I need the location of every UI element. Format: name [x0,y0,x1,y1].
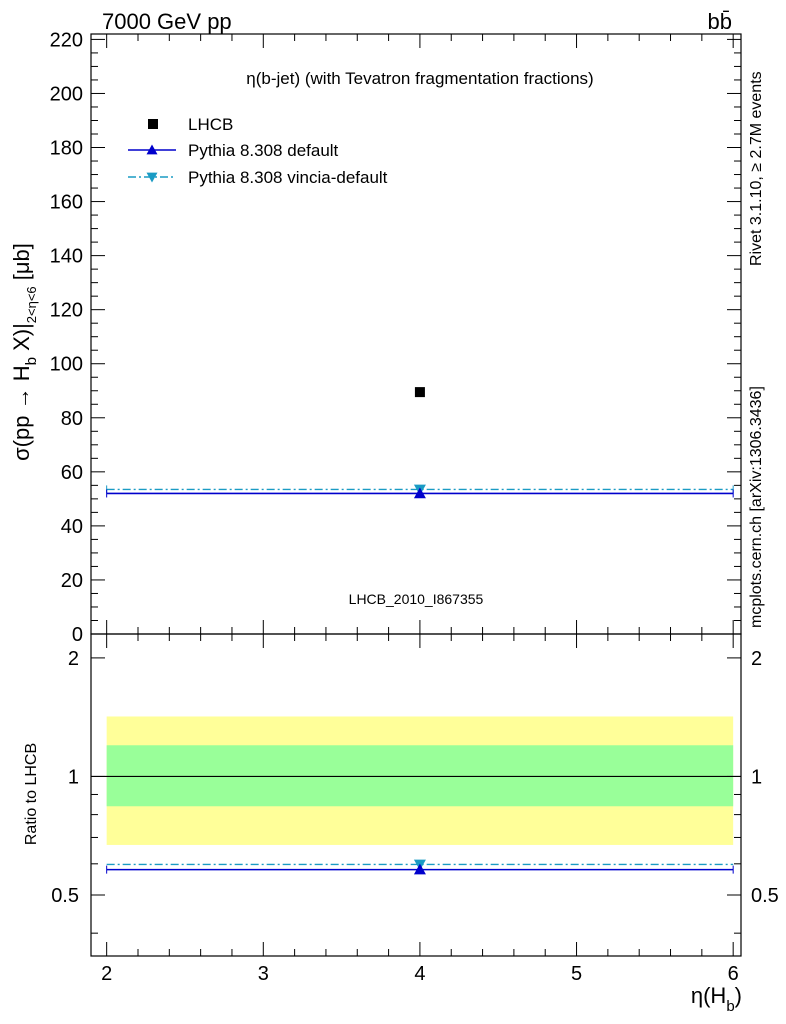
main-title: η(b-jet) (with Tevatron fragmentation fr… [246,69,593,88]
main-y-axis-label: σ(pp → Hb X)|2<η<6 [μb] [9,243,40,461]
ratio-y-tick-label: 1 [68,766,79,788]
ratio-y-tick-label: 1 [751,766,762,788]
legend-entry-label: LHCB [188,115,233,134]
y-tick-label: 160 [50,192,83,214]
ratio-y-axis-label: Ratio to LHCB [23,743,40,845]
y-tick-label: 80 [61,408,83,430]
ratio-y-tick-label: 0.5 [751,885,779,907]
analysis-id-label: LHCB_2010_I867355 [349,591,484,607]
y-tick-label: 120 [50,300,83,322]
ratio-y-tick-label: 2 [751,648,762,670]
final-state-label: bb̄ [708,9,732,34]
legend-entry-label: Pythia 8.308 default [188,141,339,160]
ratio-inner-band [106,745,734,807]
y-tick-label: 60 [61,462,83,484]
x-tick-label: 4 [414,963,425,985]
ratio-default-marker [413,863,426,875]
process-label: 7000 GeV pp [102,9,232,34]
default-marker [413,487,426,499]
y-tick-label: 200 [50,83,83,105]
legend-entry-label: Pythia 8.308 vincia-default [188,168,388,187]
y-tick-label: 100 [50,354,83,376]
mcplots-label: mcplots.cern.ch [arXiv:1306.3436] [748,386,765,628]
x-tick-label: 3 [258,963,269,985]
rivet-label: Rivet 3.1.10, ≥ 2.7M events [748,71,765,266]
ratio-y-tick-label: 2 [68,648,79,670]
y-tick-label: 20 [61,570,83,592]
y-tick-label: 40 [61,516,83,538]
x-axis-label: η(Hb) [691,983,742,1015]
legend: LHCB Pythia 8.308 default Pythia 8.308 vin… [128,115,388,187]
legend-marker-symbol [146,172,158,183]
x-tick-label: 5 [571,963,582,985]
legend-marker-symbol [146,144,158,155]
y-tick-label: 220 [50,29,83,51]
ratio-y-tick-label: 0.5 [51,885,79,907]
y-tick-label: 140 [50,246,83,268]
ratio-plot-frame [90,633,742,957]
y-tick-label: 180 [50,138,83,160]
x-tick-label: 2 [101,963,112,985]
lhcb-marker [414,387,425,398]
x-tick-label: 6 [728,963,739,985]
y-tick-label: 0 [72,624,83,646]
legend-lhcb-symbol [148,119,158,129]
